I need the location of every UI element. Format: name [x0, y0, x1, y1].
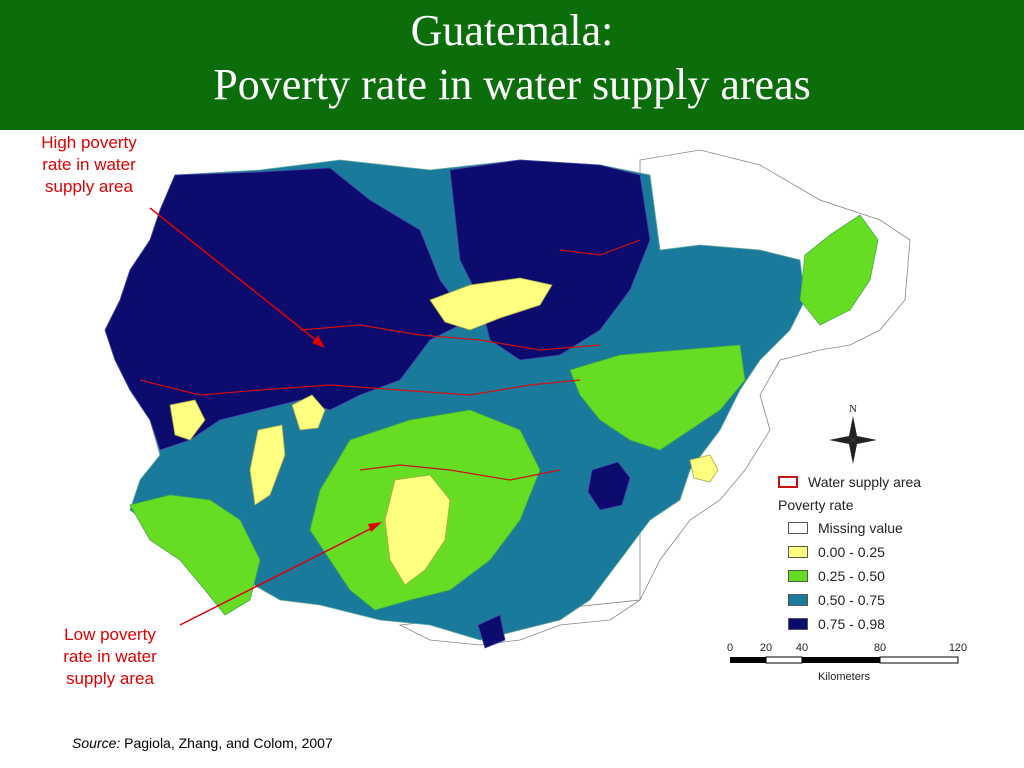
legend-class-swatch [788, 546, 808, 558]
scale-tick-120: 120 [949, 642, 967, 654]
legend-water-supply: Water supply area [778, 470, 921, 494]
callout-arrow-high [149, 207, 323, 346]
legend-class-row: 0.50 - 0.75 [778, 588, 921, 612]
north-arrow-icon: N [829, 403, 877, 464]
slide-title-line1: Guatemala: [410, 6, 614, 55]
legend-class-swatch [788, 618, 808, 630]
callout-arrowhead-high [312, 335, 325, 348]
water-supply-boundary [139, 239, 641, 481]
callout-low-line1: Low poverty [64, 625, 156, 644]
legend-class-label: 0.75 - 0.98 [818, 616, 885, 632]
scale-tick-40: 40 [796, 642, 808, 654]
callout-low-poverty: Low poverty rate in water supply area [30, 624, 190, 690]
source-text: Pagiola, Zhang, and Colom, 2007 [124, 735, 333, 751]
callout-low-line2: rate in water [63, 647, 157, 666]
legend-class-label: 0.25 - 0.50 [818, 568, 885, 584]
high-poverty-region-west [104, 167, 471, 451]
high-poverty-spot-coast [477, 614, 506, 649]
legend-classes: Missing value 0.00 - 0.25 0.25 - 0.50 0.50 … [778, 516, 921, 636]
scale-tick-20: 20 [760, 642, 772, 654]
high-poverty-spot-south [587, 461, 631, 511]
low-poverty-region-central [249, 424, 286, 506]
callout-low-line3: supply area [66, 669, 154, 688]
legend-class-row: Missing value [778, 516, 921, 540]
scale-tick-0: 0 [727, 642, 733, 654]
low-poverty-region-north [429, 277, 553, 331]
legend-class-row: 0.00 - 0.25 [778, 540, 921, 564]
callout-high-poverty: High poverty rate in water supply area [14, 132, 164, 198]
low-poverty-region-east [689, 454, 719, 483]
medium-low-poverty-region-northeast [799, 214, 879, 326]
medium-low-poverty-region-east [569, 344, 746, 451]
guatemala-poverty-map: N [104, 149, 911, 649]
callout-arrowhead-low [368, 522, 382, 532]
legend-class-label: 0.00 - 0.25 [818, 544, 885, 560]
scale-bar: 0 20 40 80 120 Kilometers [727, 642, 967, 683]
slide-title-line2: Poverty rate in water supply areas [213, 60, 811, 109]
callout-high-line2: rate in water [42, 155, 136, 174]
low-poverty-region-mid [291, 394, 326, 431]
scale-unit: Kilometers [818, 671, 870, 683]
low-poverty-region-south [384, 474, 451, 586]
legend-class-swatch [788, 570, 808, 582]
callout-arrow-low [179, 524, 379, 626]
legend-class-swatch [788, 522, 808, 534]
source-prefix: Source: [72, 735, 121, 751]
legend-class-label: Missing value [818, 520, 903, 536]
legend-water-supply-label: Water supply area [808, 474, 922, 490]
legend-class-swatch [788, 594, 808, 606]
callout-high-line3: supply area [45, 177, 133, 196]
map-legend: Water supply area Poverty rate Missing v… [778, 470, 921, 636]
scale-tick-80: 80 [874, 642, 886, 654]
water-supply-swatch [778, 476, 798, 488]
slide-header: Guatemala: Poverty rate in water supply … [0, 0, 1024, 130]
legend-class-label: 0.50 - 0.75 [818, 592, 885, 608]
low-poverty-region-west [169, 399, 206, 441]
medium-low-poverty-region-west [129, 494, 261, 616]
legend-class-row: 0.25 - 0.50 [778, 564, 921, 588]
legend-poverty-title: Poverty rate [778, 497, 854, 513]
north-label: N [849, 403, 857, 415]
legend-class-row: 0.75 - 0.98 [778, 612, 921, 636]
source-citation: Source: Pagiola, Zhang, and Colom, 2007 [72, 735, 333, 751]
callout-high-line1: High poverty [41, 133, 137, 152]
